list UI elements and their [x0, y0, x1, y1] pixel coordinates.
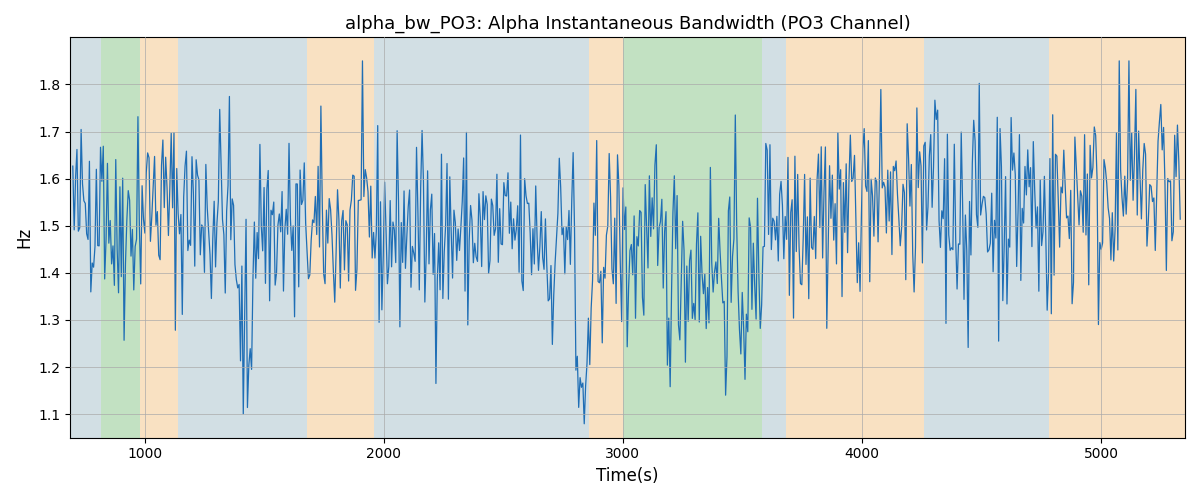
Bar [102, 38, 139, 438]
Bar [623, 38, 762, 438]
Bar [589, 38, 623, 438]
Bar [178, 38, 307, 438]
Bar [1049, 38, 1184, 438]
X-axis label: Time(s): Time(s) [596, 467, 659, 485]
Bar [786, 38, 924, 438]
Bar [139, 38, 178, 438]
Bar [71, 38, 102, 438]
Y-axis label: Hz: Hz [14, 227, 32, 248]
Bar [374, 38, 589, 438]
Title: alpha_bw_PO3: Alpha Instantaneous Bandwidth (PO3 Channel): alpha_bw_PO3: Alpha Instantaneous Bandwi… [344, 15, 911, 34]
Bar [924, 38, 1049, 438]
Bar [762, 38, 786, 438]
Bar [307, 38, 374, 438]
